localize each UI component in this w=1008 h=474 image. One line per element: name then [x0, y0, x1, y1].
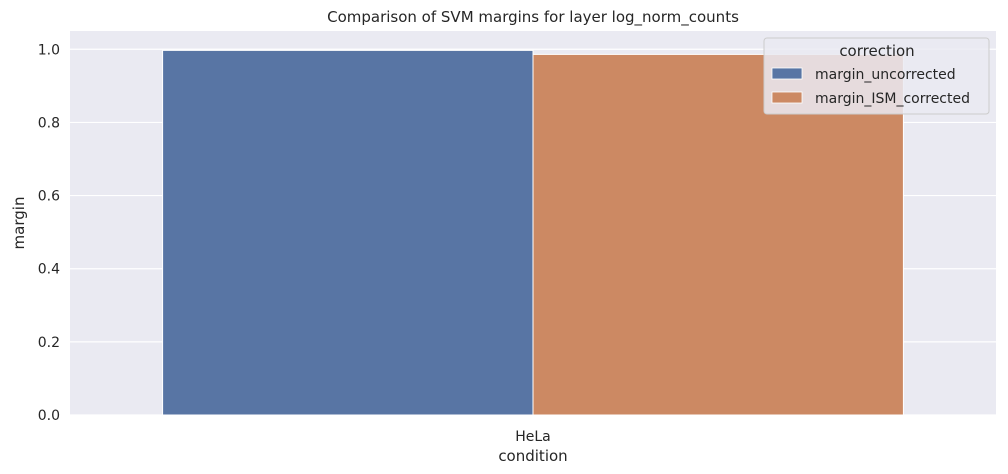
legend: correction margin_uncorrected margin_ISM_…: [763, 37, 990, 115]
y-axis-label: margin: [10, 197, 28, 250]
legend-label: margin_ISM_corrected: [815, 91, 970, 107]
y-tick-label: 0.2: [38, 335, 60, 351]
x-axis-label: condition: [498, 447, 567, 465]
legend-box: [763, 37, 990, 115]
legend-title: correction: [839, 42, 914, 60]
y-tick-label: 0.8: [38, 115, 60, 131]
y-tick-label: 1.0: [38, 42, 60, 58]
legend-swatch: [771, 91, 803, 104]
bars: [162, 49, 904, 416]
y-tick-label: 0.0: [38, 408, 60, 424]
bar-margin_uncorrected-HeLa: [162, 49, 534, 416]
legend-swatch: [771, 67, 803, 80]
chart-title: Comparison of SVM margins for layer log_…: [327, 8, 739, 27]
legend-label: margin_uncorrected: [815, 67, 956, 83]
x-axis-ticks: HeLa: [515, 429, 551, 445]
y-tick-label: 0.6: [38, 189, 60, 205]
y-axis-ticks: 0.0 0.2 0.4 0.6 0.8 1.0: [38, 42, 60, 424]
x-tick-label: HeLa: [515, 429, 551, 445]
y-tick-label: 0.4: [38, 262, 60, 278]
bar-margin_ISM_corrected-HeLa: [532, 53, 904, 416]
